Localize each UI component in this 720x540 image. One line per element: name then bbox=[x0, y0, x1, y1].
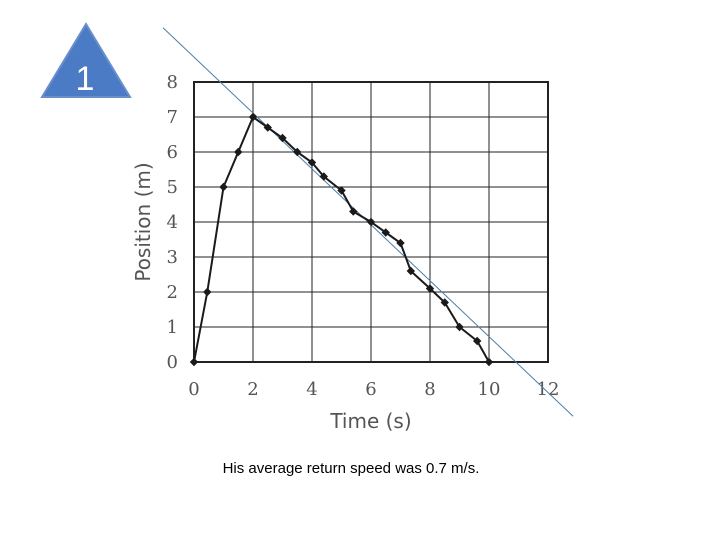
y-tick-label: 2 bbox=[167, 282, 178, 303]
data-point bbox=[349, 207, 358, 216]
x-axis-ticks: 0 2 4 6 8 10 12 bbox=[188, 379, 559, 400]
data-point bbox=[263, 123, 272, 132]
data-point bbox=[234, 147, 243, 157]
data-point bbox=[337, 186, 346, 195]
data-point bbox=[319, 172, 328, 181]
data-point bbox=[455, 322, 464, 332]
y-tick-label: 4 bbox=[167, 212, 178, 233]
data-point bbox=[396, 238, 405, 248]
data-point bbox=[406, 266, 416, 276]
data-point bbox=[189, 357, 199, 367]
data-point bbox=[366, 217, 376, 227]
y-tick-label: 8 bbox=[167, 72, 178, 93]
data-markers bbox=[189, 112, 494, 367]
data-point bbox=[219, 182, 228, 192]
y-tick-label: 6 bbox=[167, 142, 178, 163]
triangle-icon bbox=[40, 22, 132, 98]
data-point bbox=[307, 158, 317, 167]
data-point bbox=[293, 147, 302, 157]
slide-number-badge: 1 bbox=[40, 22, 132, 98]
y-tick-label: 7 bbox=[167, 107, 178, 128]
data-point bbox=[381, 228, 390, 237]
y-axis-label: Position (m) bbox=[131, 162, 155, 281]
x-tick-label: 6 bbox=[365, 379, 376, 400]
y-tick-label: 5 bbox=[167, 177, 178, 198]
x-tick-label: 12 bbox=[537, 379, 560, 400]
data-point bbox=[278, 133, 287, 143]
data-point bbox=[484, 357, 494, 367]
data-point bbox=[425, 284, 435, 293]
x-axis-label: Time (s) bbox=[329, 409, 411, 433]
x-tick-label: 8 bbox=[424, 379, 435, 400]
y-tick-label: 0 bbox=[167, 352, 178, 373]
x-tick-label: 0 bbox=[188, 379, 199, 400]
data-point bbox=[473, 336, 482, 346]
data-point bbox=[440, 298, 449, 307]
data-point bbox=[248, 112, 258, 122]
x-tick-label: 2 bbox=[247, 379, 258, 400]
caption: His average return speed was 0.7 m/s. bbox=[222, 460, 480, 477]
y-axis-ticks: 0 1 2 3 4 5 6 7 8 bbox=[167, 72, 178, 373]
y-tick-label: 1 bbox=[167, 317, 178, 338]
slide-number: 1 bbox=[76, 60, 95, 98]
x-tick-label: 4 bbox=[306, 379, 317, 400]
y-tick-label: 3 bbox=[167, 247, 178, 268]
data-point bbox=[203, 287, 212, 297]
x-tick-label: 10 bbox=[478, 379, 501, 400]
